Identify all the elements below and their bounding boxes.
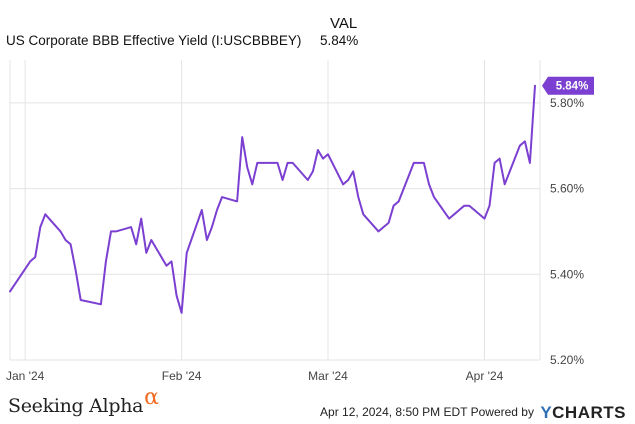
y-tick-label: 5.20% (550, 353, 584, 367)
x-tick-label: Jan '24 (6, 369, 45, 383)
seeking-alpha-wordmark: Seeking Alpha (8, 395, 144, 417)
y-tick-label: 5.40% (550, 267, 584, 281)
series-current-value: 5.84% (320, 33, 359, 48)
seeking-alpha-logo[interactable]: Seeking Alphaα (8, 385, 159, 418)
line-chart[interactable]: 5.20% 5.40% 5.60% 5.80% Jan '24 Feb '24 Mar '2… (0, 0, 635, 390)
powered-by-text: Powered by (470, 405, 534, 419)
end-value-label: 5.84% (556, 81, 589, 93)
end-value-badge (542, 76, 594, 95)
y-tick-label: 5.60% (550, 182, 584, 196)
ycharts-logo[interactable]: YCHARTS (540, 403, 626, 422)
x-tick-label: Mar '24 (308, 369, 348, 383)
ycharts-wordmark: CHARTS (552, 403, 626, 422)
y-tick-label: 5.80% (550, 96, 584, 110)
x-tick-label: Feb '24 (162, 369, 202, 383)
x-tick-label: Apr '24 (466, 369, 504, 383)
ycharts-y-icon: Y (540, 403, 553, 422)
chart-legend: VAL US Corporate BBB Effective Yield (I:… (0, 0, 635, 56)
chart-timestamp: Apr 12, 2024, 8:50 PM EDT (320, 405, 468, 419)
series-line (9, 84, 536, 314)
alpha-symbol-icon: α (144, 385, 159, 410)
chart-attribution: Apr 12, 2024, 8:50 PM EDT Powered by YCH… (320, 403, 626, 423)
value-column-header: VAL (330, 15, 358, 32)
series-name[interactable]: US Corporate BBB Effective Yield (I:USCB… (6, 33, 302, 48)
